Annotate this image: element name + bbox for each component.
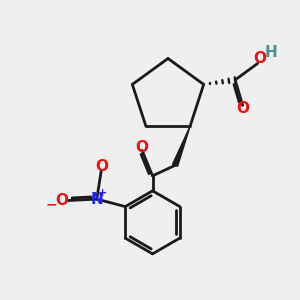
Text: −: − bbox=[45, 197, 57, 211]
Text: O: O bbox=[95, 159, 108, 174]
Polygon shape bbox=[172, 126, 190, 166]
Text: O: O bbox=[136, 140, 148, 155]
Text: H: H bbox=[265, 44, 278, 59]
Text: O: O bbox=[55, 193, 68, 208]
Text: N: N bbox=[90, 192, 103, 207]
Text: +: + bbox=[98, 188, 107, 198]
Text: O: O bbox=[254, 51, 267, 66]
Text: O: O bbox=[236, 101, 249, 116]
